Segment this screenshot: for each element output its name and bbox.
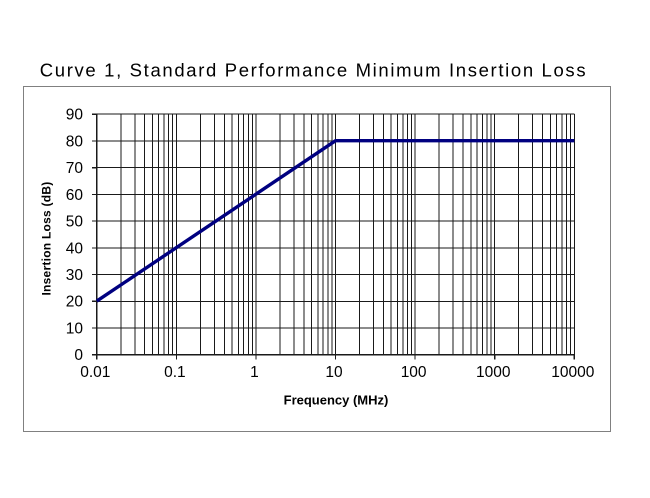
- svg-text:30: 30: [66, 267, 84, 284]
- svg-text:100: 100: [401, 364, 427, 381]
- svg-text:10000: 10000: [551, 364, 594, 381]
- svg-text:Insertion Loss (dB): Insertion Loss (dB): [40, 181, 54, 295]
- svg-text:Frequency (MHz): Frequency (MHz): [284, 393, 389, 408]
- svg-text:80: 80: [66, 133, 84, 150]
- svg-text:1: 1: [250, 364, 259, 381]
- svg-text:70: 70: [66, 160, 84, 177]
- svg-text:10: 10: [325, 364, 343, 381]
- svg-text:20: 20: [66, 294, 84, 311]
- svg-text:Curve 1, Standard Performance: Curve 1, Standard Performance Minimum In…: [40, 60, 587, 81]
- svg-text:10: 10: [66, 320, 84, 337]
- svg-text:60: 60: [66, 187, 84, 204]
- svg-text:0: 0: [74, 347, 83, 364]
- svg-text:50: 50: [66, 214, 84, 231]
- svg-text:0.1: 0.1: [164, 364, 186, 381]
- svg-text:1000: 1000: [476, 364, 511, 381]
- svg-text:0.01: 0.01: [80, 364, 110, 381]
- svg-text:40: 40: [66, 240, 84, 257]
- svg-text:90: 90: [66, 107, 84, 124]
